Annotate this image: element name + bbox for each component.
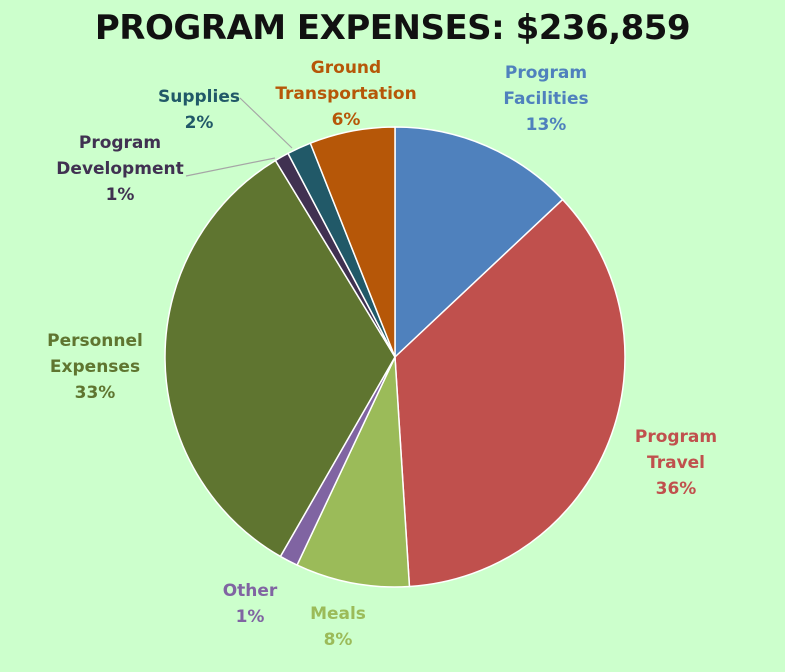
slice-name-program-facilities: Program bbox=[505, 63, 587, 83]
leader-line-supplies bbox=[239, 97, 293, 149]
slice-label-supplies: Supplies 2% bbox=[158, 87, 240, 133]
slice-label-ground-transportation: Ground Transportation 6% bbox=[275, 58, 416, 130]
slice-percent-other: 1% bbox=[236, 607, 265, 627]
slice-name-program-travel: Travel bbox=[647, 453, 705, 473]
slice-percent-program-development: 1% bbox=[106, 185, 135, 205]
slice-percent-supplies: 2% bbox=[185, 113, 214, 133]
slice-label-program-development: Program Development 1% bbox=[56, 133, 183, 205]
pie-slice-personnel-expenses bbox=[164, 159, 396, 558]
slice-name-personnel-expenses: Expenses bbox=[50, 357, 140, 377]
slice-name-program-travel: Program bbox=[635, 427, 717, 447]
pie-slice-meals bbox=[296, 356, 411, 588]
slice-label-program-travel: Program Travel 36% bbox=[635, 427, 717, 499]
slice-name-program-development: Development bbox=[56, 159, 183, 179]
slice-label-program-facilities: Program Facilities 13% bbox=[503, 63, 588, 135]
leader-line-program-development bbox=[185, 157, 276, 177]
slice-name-other: Other bbox=[223, 581, 278, 601]
slice-name-ground-transportation: Transportation bbox=[275, 84, 416, 104]
slice-percent-program-travel: 36% bbox=[656, 479, 697, 499]
slice-name-ground-transportation: Ground bbox=[311, 58, 381, 78]
pie-slice-program-facilities bbox=[394, 126, 564, 359]
slice-label-meals: Meals 8% bbox=[310, 604, 366, 650]
slice-percent-personnel-expenses: 33% bbox=[75, 383, 116, 403]
slice-percent-meals: 8% bbox=[324, 630, 353, 650]
slice-label-personnel-expenses: Personnel Expenses 33% bbox=[47, 331, 143, 403]
slice-label-other: Other 1% bbox=[223, 581, 278, 627]
slice-name-meals: Meals bbox=[310, 604, 366, 624]
slice-name-personnel-expenses: Personnel bbox=[47, 331, 143, 351]
slice-percent-ground-transportation: 6% bbox=[332, 110, 361, 130]
slice-name-program-development: Program bbox=[79, 133, 161, 153]
pie-slice-ground-transportation bbox=[309, 126, 396, 358]
pie-slice-program-travel bbox=[394, 198, 626, 588]
chart-title: PROGRAM EXPENSES: $236,859 bbox=[94, 8, 691, 48]
slice-percent-program-facilities: 13% bbox=[526, 115, 567, 135]
slice-name-program-facilities: Facilities bbox=[503, 89, 588, 109]
slice-name-supplies: Supplies bbox=[158, 87, 240, 107]
